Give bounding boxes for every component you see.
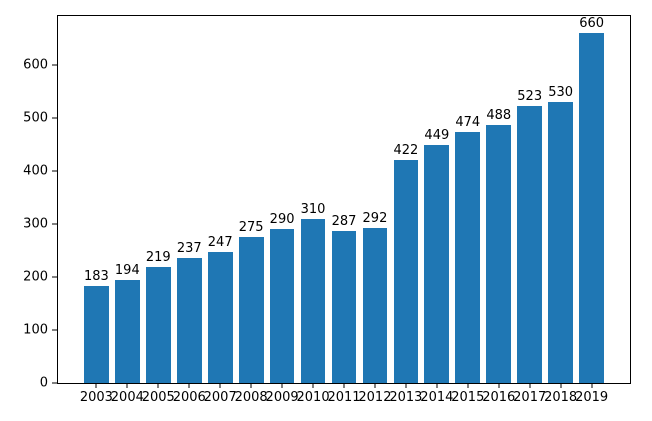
bar-value-label: 194	[114, 263, 140, 279]
y-tick-mark	[52, 64, 57, 66]
y-tick-mark	[52, 382, 57, 384]
x-tick-label: 2007	[203, 390, 237, 405]
plot-area: 183 194 219 237 247 275 290 310 287 292 422 449 474 4…	[23, 15, 631, 404]
x-tick-label: 2005	[141, 390, 175, 405]
y-tick-mark	[52, 117, 57, 119]
y-tick-mark	[52, 276, 57, 278]
bar-value-label: 237	[176, 240, 202, 256]
bar-value-label: 523	[517, 89, 543, 105]
bar-2009	[269, 229, 295, 383]
x-tick-label: 2011	[327, 390, 361, 405]
bar-2007	[207, 252, 233, 383]
x-tick-mark	[157, 383, 159, 388]
bar-value-label: 292	[362, 211, 388, 227]
bar-2015	[455, 131, 481, 383]
x-tick-label: 2016	[482, 390, 516, 405]
y-tick-label: 200	[23, 269, 48, 285]
x-tick-mark	[405, 383, 407, 388]
bar-value-label: 422	[393, 142, 419, 158]
bar-value-label: 287	[331, 214, 357, 230]
y-tick-mark	[52, 329, 57, 331]
x-tick-label: 2017	[513, 390, 547, 405]
bar-2008	[238, 237, 264, 383]
bar-2005	[145, 267, 171, 383]
x-tick-label: 2004	[110, 390, 144, 405]
bar-2004	[114, 280, 140, 383]
bar-2014	[424, 145, 450, 383]
bar-value-label: 530	[548, 85, 574, 101]
bar-2016	[486, 124, 512, 383]
bar-value-label: 247	[207, 235, 233, 251]
x-tick-label: 2012	[358, 390, 392, 405]
x-tick-mark	[95, 383, 97, 388]
x-tick-label: 2008	[234, 390, 268, 405]
bar-value-label: 183	[83, 269, 109, 285]
x-tick-label: 2018	[544, 390, 578, 405]
bar-value-label: 660	[579, 16, 605, 32]
x-tick-mark	[374, 383, 376, 388]
bar-2017	[517, 106, 543, 383]
bar-2006	[176, 257, 202, 383]
bar-2010	[300, 218, 326, 383]
bar-value-label: 310	[300, 201, 326, 217]
x-tick-mark	[281, 383, 283, 388]
bar-value-label: 474	[455, 114, 481, 130]
y-tick-label: 600	[23, 57, 48, 73]
x-tick-mark	[467, 383, 469, 388]
x-tick-mark	[529, 383, 531, 388]
x-tick-label: 2010	[296, 390, 330, 405]
bar-value-label: 290	[269, 212, 295, 228]
bar-2012	[362, 228, 388, 383]
y-tick-label: 300	[23, 216, 48, 232]
y-tick-mark	[52, 223, 57, 225]
bar-2011	[331, 231, 357, 383]
x-tick-mark	[436, 383, 438, 388]
x-tick-mark	[560, 383, 562, 388]
y-tick-label: 400	[23, 163, 48, 179]
bar-2013	[393, 159, 419, 383]
bar-2018	[548, 102, 574, 383]
x-tick-label: 2003	[79, 390, 113, 405]
x-tick-label: 2014	[420, 390, 454, 405]
x-tick-mark	[126, 383, 128, 388]
x-tick-mark	[343, 383, 345, 388]
y-tick-mark	[52, 170, 57, 172]
x-tick-label: 2013	[389, 390, 423, 405]
bar-2019	[579, 33, 604, 383]
x-tick-mark	[188, 383, 190, 388]
y-tick-label: 100	[23, 322, 48, 338]
y-tick-label: 0	[39, 375, 48, 391]
x-tick-mark	[250, 383, 252, 388]
bar-value-label: 449	[424, 128, 450, 144]
x-tick-label: 2015	[451, 390, 485, 405]
x-tick-mark	[591, 383, 593, 388]
bar-2003	[84, 286, 109, 383]
x-tick-label: 2019	[575, 390, 609, 405]
y-tick-label: 500	[23, 110, 48, 126]
x-tick-mark	[312, 383, 314, 388]
x-tick-mark	[219, 383, 221, 388]
bar-value-label: 219	[145, 250, 171, 266]
x-tick-label: 2009	[265, 390, 299, 405]
x-tick-label: 2006	[172, 390, 206, 405]
bar-value-label: 488	[486, 107, 512, 123]
x-tick-mark	[498, 383, 500, 388]
bar-value-label: 275	[238, 220, 264, 236]
